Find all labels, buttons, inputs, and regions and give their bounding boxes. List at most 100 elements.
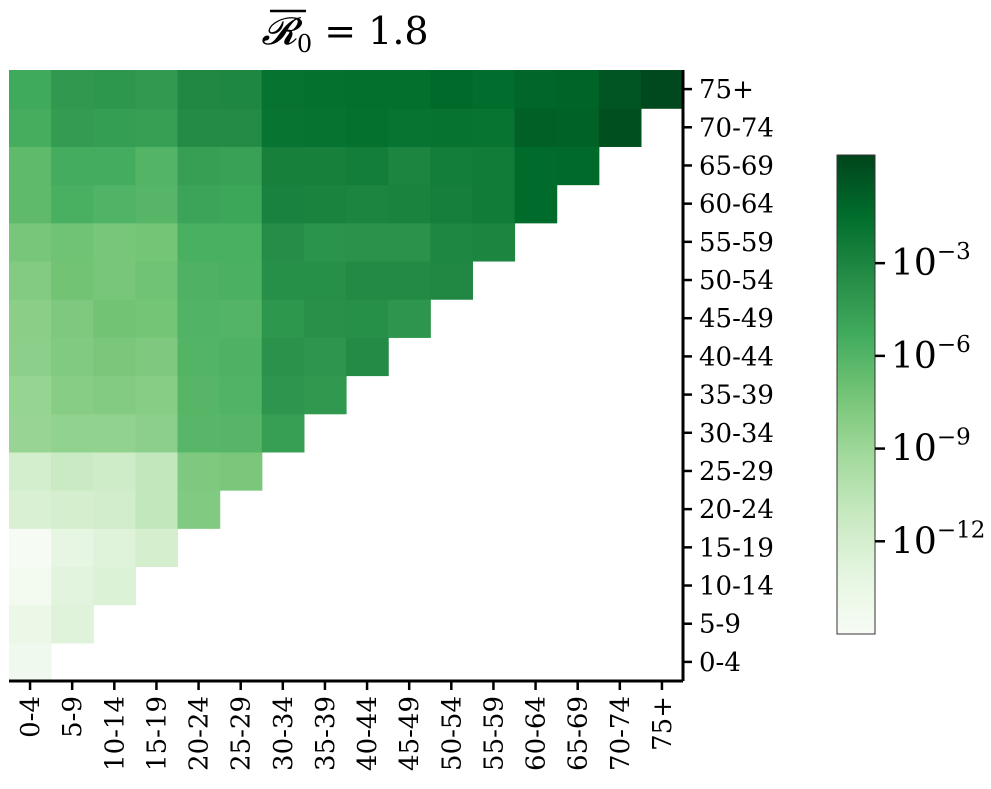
y-tick-label: 50-54 <box>699 266 774 296</box>
heatmap-cell-30-34-45-49 <box>261 299 305 338</box>
heatmap-cell-20-24-75+ <box>177 70 221 109</box>
heatmap-cell-0-4-40-44 <box>9 337 52 377</box>
heatmap-cell-45-49-45-49 <box>388 299 431 338</box>
heatmap-cell-10-14-65-69 <box>93 146 136 186</box>
heatmap-cell-15-19-65-69 <box>135 146 179 186</box>
heatmap-cell-65-69-65-69 <box>556 146 600 186</box>
heatmap-cell-75+-75+ <box>640 70 684 109</box>
heatmap-cell-0-4-0-4 <box>9 642 52 682</box>
heatmap-cell-0-4-75+ <box>9 70 52 109</box>
heatmap-cell-15-19-20-24 <box>135 490 179 529</box>
heatmap-cell-10-14-45-49 <box>93 299 136 338</box>
x-axis-ticks: 0-4 5-9 10-14 15-19 20-24 25-29 30-34 35-39 40-4… <box>16 681 678 771</box>
heatmap-cell-35-39-55-59 <box>303 222 347 262</box>
heatmap-cell-50-54-55-59 <box>430 222 473 262</box>
heatmap-cell-25-29-45-49 <box>219 299 263 338</box>
y-tick-label: 60-64 <box>699 190 774 220</box>
heatmap-cell-25-29-40-44 <box>219 337 263 377</box>
heatmap-cell-40-44-55-59 <box>346 222 389 262</box>
heatmap-cell-15-19-75+ <box>135 70 179 109</box>
title-symbol: 𝓡 <box>261 9 303 53</box>
x-tick-label: 20-24 <box>185 696 215 771</box>
heatmap-cell-40-44-45-49 <box>346 299 389 338</box>
heatmap-cell-45-49-50-54 <box>388 260 431 300</box>
y-tick-label: 25-29 <box>699 457 774 487</box>
heatmap-cell-25-29-35-39 <box>219 375 263 415</box>
heatmap-cell-45-49-65-69 <box>388 146 431 186</box>
heatmap-cell-10-14-25-29 <box>93 451 136 491</box>
y-tick-label: 30-34 <box>699 419 774 449</box>
heatmap-cell-5-9-30-34 <box>51 413 94 453</box>
heatmap-cell-15-19-35-39 <box>135 375 179 415</box>
heatmap-cell-10-14-35-39 <box>93 375 136 415</box>
x-tick-label: 25-29 <box>227 696 257 771</box>
heatmap-cell-25-29-60-64 <box>219 184 263 224</box>
y-tick-label: 75+ <box>699 75 754 105</box>
heatmap-cell-0-4-70-74 <box>9 108 52 147</box>
x-tick-label: 55-59 <box>479 696 509 771</box>
heatmap-cell-0-4-30-34 <box>9 413 52 453</box>
heatmap-cell-45-49-75+ <box>388 70 431 109</box>
heatmap-cell-10-14-50-54 <box>93 260 136 300</box>
heatmap-cell-20-24-40-44 <box>177 337 221 377</box>
heatmap-cell-40-44-75+ <box>346 70 389 109</box>
heatmap-cell-70-74-75+ <box>598 70 642 109</box>
x-tick-label: 40-44 <box>353 696 383 771</box>
heatmap-cell-15-19-25-29 <box>135 451 179 491</box>
heatmap-cell-35-39-70-74 <box>303 108 347 147</box>
heatmap-cell-0-4-55-59 <box>9 222 52 262</box>
title-rest: = 1.8 <box>312 9 428 53</box>
heatmap-cell-70-74-70-74 <box>598 108 642 147</box>
x-tick-label: 0-4 <box>16 696 46 738</box>
heatmap-cell-30-34-60-64 <box>261 184 305 224</box>
x-tick-label: 15-19 <box>142 696 172 771</box>
heatmap-cell-15-19-45-49 <box>135 299 179 338</box>
heatmap-cell-20-24-65-69 <box>177 146 221 186</box>
heatmap-cell-20-24-20-24 <box>177 490 221 529</box>
heatmap-cell-55-59-70-74 <box>472 108 516 147</box>
colorbar-ticks: 10−3 10−6 10−9 10−12 <box>875 239 985 562</box>
heatmap-cell-30-34-50-54 <box>261 260 305 300</box>
heatmap-cell-20-24-25-29 <box>177 451 221 491</box>
heatmap-cell-10-14-75+ <box>93 70 136 109</box>
y-tick-label: 55-59 <box>699 228 774 258</box>
heatmap-cell-30-34-35-39 <box>261 375 305 415</box>
heatmap-cell-30-34-70-74 <box>261 108 305 147</box>
heatmap-cell-25-29-75+ <box>219 70 263 109</box>
y-tick-label: 35-39 <box>699 381 774 411</box>
y-tick-label: 5-9 <box>699 610 741 640</box>
heatmap-cell-5-9-35-39 <box>51 375 94 415</box>
heatmap-cell-10-14-10-14 <box>93 566 136 606</box>
heatmap-cell-0-4-20-24 <box>9 490 52 529</box>
heatmap-cell-5-9-5-9 <box>51 604 94 644</box>
heatmap-cell-50-54-60-64 <box>430 184 473 224</box>
x-tick-label: 45-49 <box>395 696 425 771</box>
heatmap-cell-35-39-50-54 <box>303 260 347 300</box>
y-tick-label: 15-19 <box>699 533 774 563</box>
heatmap-cell-10-14-40-44 <box>93 337 136 377</box>
heatmap-cell-55-59-55-59 <box>472 222 516 262</box>
heatmap-cell-30-34-40-44 <box>261 337 305 377</box>
heatmap-cell-40-44-70-74 <box>346 108 389 147</box>
heatmap-cell-60-64-65-69 <box>514 146 558 186</box>
colorbar: 10−3 10−6 10−9 10−12 <box>836 154 985 635</box>
heatmap-cell-40-44-40-44 <box>346 337 389 377</box>
heatmap-cell-35-39-35-39 <box>303 375 347 415</box>
heatmap-cell-25-29-55-59 <box>219 222 263 262</box>
heatmap-cell-20-24-70-74 <box>177 108 221 147</box>
y-tick-label: 0-4 <box>699 648 741 678</box>
heatmap-cell-30-34-65-69 <box>261 146 305 186</box>
heatmap-cell-25-29-25-29 <box>219 451 263 491</box>
x-tick-label: 5-9 <box>58 696 88 738</box>
heatmap-cell-60-64-60-64 <box>514 184 558 224</box>
heatmap-cell-35-39-75+ <box>303 70 347 109</box>
heatmap-cell-15-19-50-54 <box>135 260 179 300</box>
heatmap-cell-5-9-15-19 <box>51 528 94 568</box>
x-tick-label: 30-34 <box>269 696 299 771</box>
heatmap-cell-65-69-75+ <box>556 70 600 109</box>
heatmap-cell-45-49-55-59 <box>388 222 431 262</box>
y-tick-label: 40-44 <box>699 342 774 372</box>
x-tick-label: 70-74 <box>606 696 636 771</box>
heatmap-cell-0-4-60-64 <box>9 184 52 224</box>
